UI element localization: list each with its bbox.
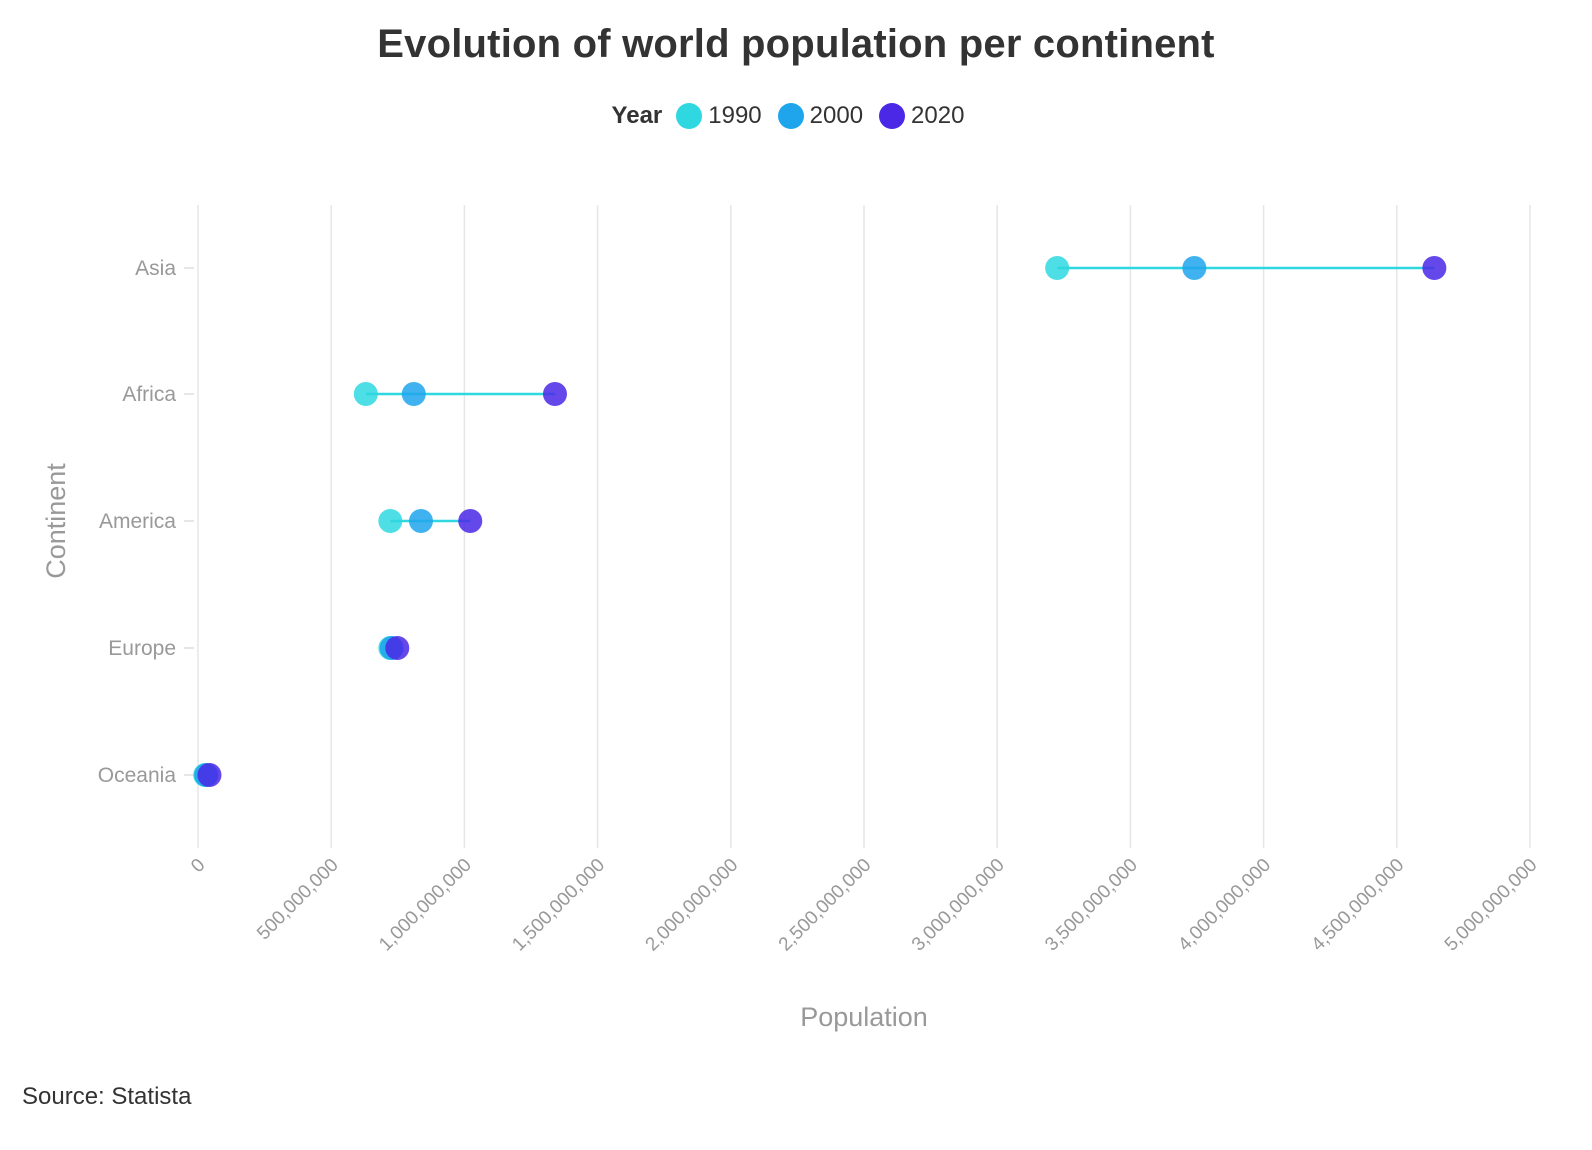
x-tick-label-8: 4,000,000,000 xyxy=(1174,855,1275,956)
x-tick-label-3: 1,500,000,000 xyxy=(508,855,609,956)
legend-label-2000: 2000 xyxy=(809,102,864,129)
source-note: Source: Statista xyxy=(22,1083,192,1110)
legend-title: Year xyxy=(611,102,663,129)
y-tick-label-oceania: Oceania xyxy=(98,764,177,787)
y-tick-label-america: America xyxy=(99,510,176,533)
legend-label-1990: 1990 xyxy=(708,102,762,129)
x-tick-label-1: 500,000,000 xyxy=(253,855,343,945)
point-2020-asia xyxy=(1422,256,1447,280)
y-tick-label-europe: Europe xyxy=(108,637,176,660)
y-tick-label-asia: Asia xyxy=(135,257,176,280)
legend-swatch-2020 xyxy=(879,103,906,129)
legend: Year 1990 2000 2020 xyxy=(0,102,1592,130)
x-tick-label-5: 2,500,000,000 xyxy=(775,855,876,956)
point-2020-africa xyxy=(542,382,567,406)
x-tick-label-7: 3,500,000,000 xyxy=(1041,855,1142,956)
legend-item-1990[interactable]: 1990 xyxy=(676,102,762,130)
point-1990-africa xyxy=(353,382,378,406)
x-tick-label-4: 2,000,000,000 xyxy=(642,855,743,956)
point-2000-america xyxy=(408,509,433,533)
point-1990-asia xyxy=(1045,256,1070,280)
legend-item-2000[interactable]: 2000 xyxy=(777,102,864,130)
y-axis-title: Continent xyxy=(41,463,71,579)
chart-title: Evolution of world population per contin… xyxy=(377,22,1215,66)
x-axis-title: Population xyxy=(800,1002,928,1032)
point-2020-oceania xyxy=(197,763,222,787)
point-2000-africa xyxy=(401,382,426,406)
x-tick-label-6: 3,000,000,000 xyxy=(908,855,1009,956)
point-2020-america xyxy=(458,509,483,533)
legend-item-2020[interactable]: 2020 xyxy=(879,102,964,130)
x-tick-label-2: 1,000,000,000 xyxy=(375,855,476,956)
legend-swatch-2000 xyxy=(777,103,804,129)
y-tick-label-africa: Africa xyxy=(122,383,176,406)
x-tick-label-0: 0 xyxy=(187,855,209,877)
point-2020-europe xyxy=(385,636,410,660)
point-1990-america xyxy=(378,509,403,533)
legend-swatch-1990 xyxy=(676,103,703,129)
legend-label-2020: 2020 xyxy=(911,102,965,129)
x-tick-label-10: 5,000,000,000 xyxy=(1441,855,1542,956)
x-tick-label-9: 4,500,000,000 xyxy=(1308,855,1409,956)
point-2000-asia xyxy=(1182,256,1207,280)
